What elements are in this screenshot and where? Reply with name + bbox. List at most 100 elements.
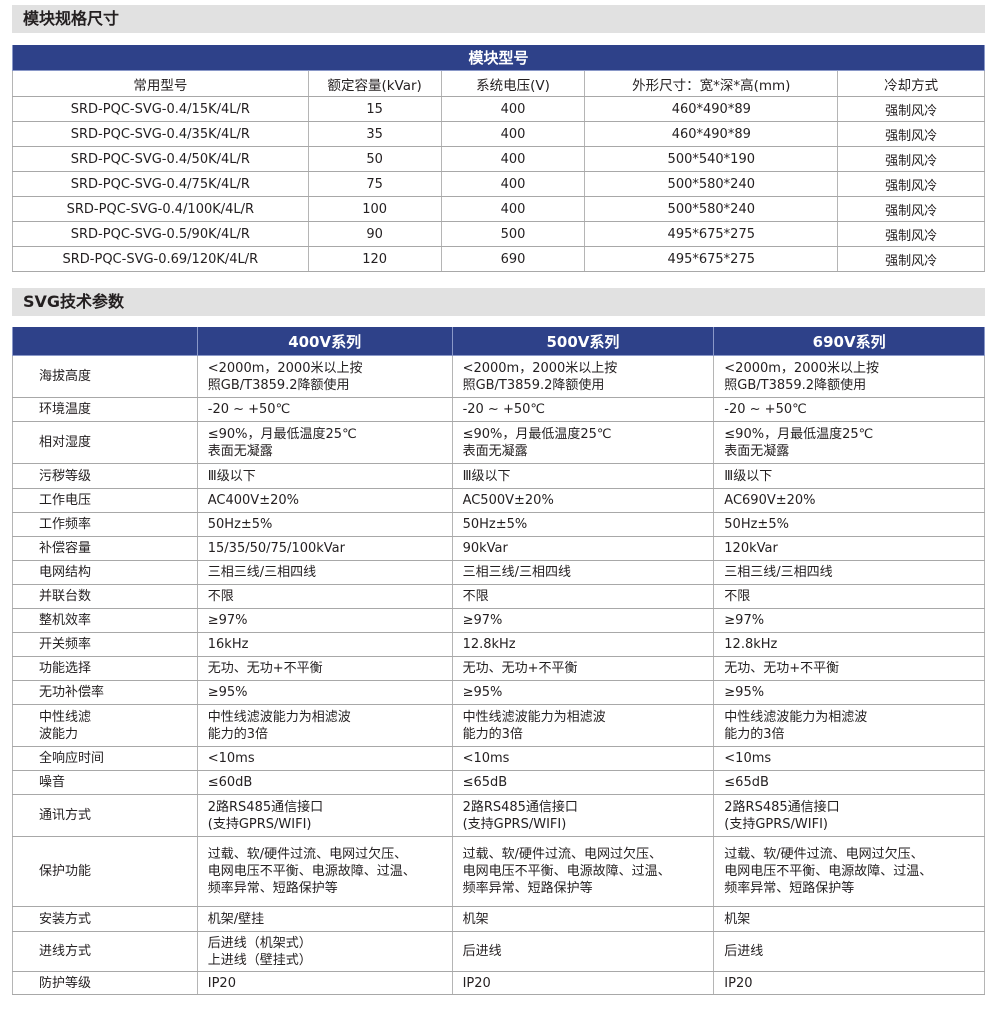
param-label: 防护等级	[12, 971, 198, 995]
table-cell: 强制风冷	[837, 146, 985, 172]
param-value: <2000m，2000米以上按 照GB/T3859.2降额使用	[196, 355, 453, 398]
param-value: 90kVar	[451, 536, 715, 561]
param-value: AC500V±20%	[451, 488, 715, 513]
param-value: 50Hz±5%	[451, 512, 715, 537]
param-label: 海拔高度	[12, 355, 198, 398]
column-header-row: 常用型号 额定容量(kVar) 系统电压(V) 外形尺寸：宽*深*高(mm) 冷却方式	[12, 70, 985, 97]
param-value: 不限	[713, 584, 985, 609]
param-value: 2路RS485通信接口 (支持GPRS/WIFI)	[196, 794, 453, 837]
table-row: 全响应时间 <10ms <10ms <10ms	[12, 746, 985, 771]
table-row: 海拔高度 <2000m，2000米以上按 照GB/T3859.2降额使用 <20…	[12, 355, 985, 398]
param-label: 相对湿度	[12, 421, 198, 464]
table-cell: 120	[307, 246, 442, 272]
table-cell: 400	[440, 171, 586, 197]
param-label: 中性线滤 波能力	[12, 704, 198, 747]
param-value: <10ms	[196, 746, 453, 771]
param-value: 不限	[451, 584, 715, 609]
param-value: Ⅲ级以下	[196, 463, 453, 489]
table-cell: SRD-PQC-SVG-0.5/90K/4L/R	[12, 221, 309, 247]
table-cell: 460*490*89	[584, 96, 839, 122]
table-row: 开关频率 16kHz 12.8kHz 12.8kHz	[12, 632, 985, 657]
table-row: 工作频率 50Hz±5% 50Hz±5% 50Hz±5%	[12, 512, 985, 537]
column-header-row: 400V系列 500V系列 690V系列	[12, 327, 985, 356]
table-cell: 500*580*240	[584, 171, 839, 197]
param-label: 开关频率	[12, 632, 198, 657]
param-value: 120kVar	[713, 536, 985, 561]
table-cell: 500*580*240	[584, 196, 839, 222]
table-row: SRD-PQC-SVG-0.69/120K/4L/R 120 690 495*675*…	[12, 246, 985, 272]
table-row: 电网结构 三相三线/三相四线 三相三线/三相四线 三相三线/三相四线	[12, 560, 985, 585]
column-header: 系统电压(V)	[440, 70, 586, 97]
param-value: 后进线（机架式） 上进线（壁挂式）	[196, 931, 453, 972]
table-cell: 强制风冷	[837, 171, 985, 197]
table-cell: 100	[307, 196, 442, 222]
param-value: 后进线	[713, 931, 985, 972]
param-value: -20 ~ +50℃	[713, 397, 985, 422]
column-header: 外形尺寸：宽*深*高(mm)	[584, 70, 839, 97]
param-value: 三相三线/三相四线	[196, 560, 453, 585]
param-value: 2路RS485通信接口 (支持GPRS/WIFI)	[713, 794, 985, 837]
column-header: 额定容量(kVar)	[307, 70, 442, 97]
table-cell: SRD-PQC-SVG-0.69/120K/4L/R	[12, 246, 309, 272]
table-row: 功能选择 无功、无功+不平衡 无功、无功+不平衡 无功、无功+不平衡	[12, 656, 985, 681]
param-value: -20 ~ +50℃	[196, 397, 453, 422]
param-label: 通讯方式	[12, 794, 198, 837]
table-row: 污秽等级 Ⅲ级以下 Ⅲ级以下 Ⅲ级以下	[12, 463, 985, 489]
param-value: 中性线滤波能力为相滤波 能力的3倍	[713, 704, 985, 747]
param-label: 无功补偿率	[12, 680, 198, 705]
param-value: ≤90%，月最低温度25℃ 表面无凝露	[451, 421, 715, 464]
param-value: <2000m，2000米以上按 照GB/T3859.2降额使用	[713, 355, 985, 398]
section-title-svg-params: SVG技术参数	[12, 288, 985, 316]
table-row: 噪音 ≤60dB ≤65dB ≤65dB	[12, 770, 985, 795]
param-label: 污秽等级	[12, 463, 198, 489]
param-label: 进线方式	[12, 931, 198, 972]
param-value: ≤65dB	[713, 770, 985, 795]
table-title: 模块型号	[12, 45, 985, 71]
section-title-module-specs: 模块规格尺寸	[12, 5, 985, 33]
param-label: 环境温度	[12, 397, 198, 422]
param-value: AC690V±20%	[713, 488, 985, 513]
param-value: 中性线滤波能力为相滤波 能力的3倍	[196, 704, 453, 747]
table-row: SRD-PQC-SVG-0.4/35K/4L/R 35 400 460*490*89 强…	[12, 121, 985, 147]
param-value: ≥97%	[713, 608, 985, 633]
table-cell: 400	[440, 121, 586, 147]
param-value: 无功、无功+不平衡	[451, 656, 715, 681]
param-value: 机架	[451, 906, 715, 932]
table-row: 中性线滤 波能力 中性线滤波能力为相滤波 能力的3倍 中性线滤波能力为相滤波 能力的…	[12, 704, 985, 747]
table-row: 防护等级 IP20 IP20 IP20	[12, 971, 985, 995]
column-header: 常用型号	[12, 70, 309, 97]
table-cell: 强制风冷	[837, 121, 985, 147]
param-value: ≤65dB	[451, 770, 715, 795]
table-cell: SRD-PQC-SVG-0.4/15K/4L/R	[12, 96, 309, 122]
param-label: 保护功能	[12, 836, 198, 907]
param-value: <2000m，2000米以上按 照GB/T3859.2降额使用	[451, 355, 715, 398]
table-cell: 90	[307, 221, 442, 247]
param-value: 50Hz±5%	[196, 512, 453, 537]
param-value: Ⅲ级以下	[713, 463, 985, 489]
table-row: 进线方式 后进线（机架式） 上进线（壁挂式） 后进线 后进线	[12, 931, 985, 972]
param-value: IP20	[713, 971, 985, 995]
svg-params-table: 400V系列 500V系列 690V系列 海拔高度 <2000m，2000米以上按 照…	[12, 327, 985, 995]
param-value: ≥95%	[713, 680, 985, 705]
table-cell: 495*675*275	[584, 221, 839, 247]
table-cell: 15	[307, 96, 442, 122]
param-value: IP20	[451, 971, 715, 995]
param-value: 过载、软/硬件过流、电网过欠压、 电网电压不平衡、电源故障、过温、 频率异常、短…	[451, 836, 715, 907]
table-cell: 50	[307, 146, 442, 172]
param-label: 电网结构	[12, 560, 198, 585]
table-row: 整机效率 ≥97% ≥97% ≥97%	[12, 608, 985, 633]
param-value: 不限	[196, 584, 453, 609]
table-row: 环境温度 -20 ~ +50℃ -20 ~ +50℃ -20 ~ +50℃	[12, 397, 985, 422]
param-value: 无功、无功+不平衡	[713, 656, 985, 681]
table-row: 通讯方式 2路RS485通信接口 (支持GPRS/WIFI) 2路RS485通信接…	[12, 794, 985, 837]
table-cell: SRD-PQC-SVG-0.4/50K/4L/R	[12, 146, 309, 172]
param-value: 16kHz	[196, 632, 453, 657]
column-header: 500V系列	[451, 327, 715, 356]
table-row: 安装方式 机架/壁挂 机架 机架	[12, 906, 985, 932]
param-value: -20 ~ +50℃	[451, 397, 715, 422]
table-cell: SRD-PQC-SVG-0.4/100K/4L/R	[12, 196, 309, 222]
table-cell: 强制风冷	[837, 221, 985, 247]
param-label: 安装方式	[12, 906, 198, 932]
param-value: <10ms	[451, 746, 715, 771]
param-value: AC400V±20%	[196, 488, 453, 513]
